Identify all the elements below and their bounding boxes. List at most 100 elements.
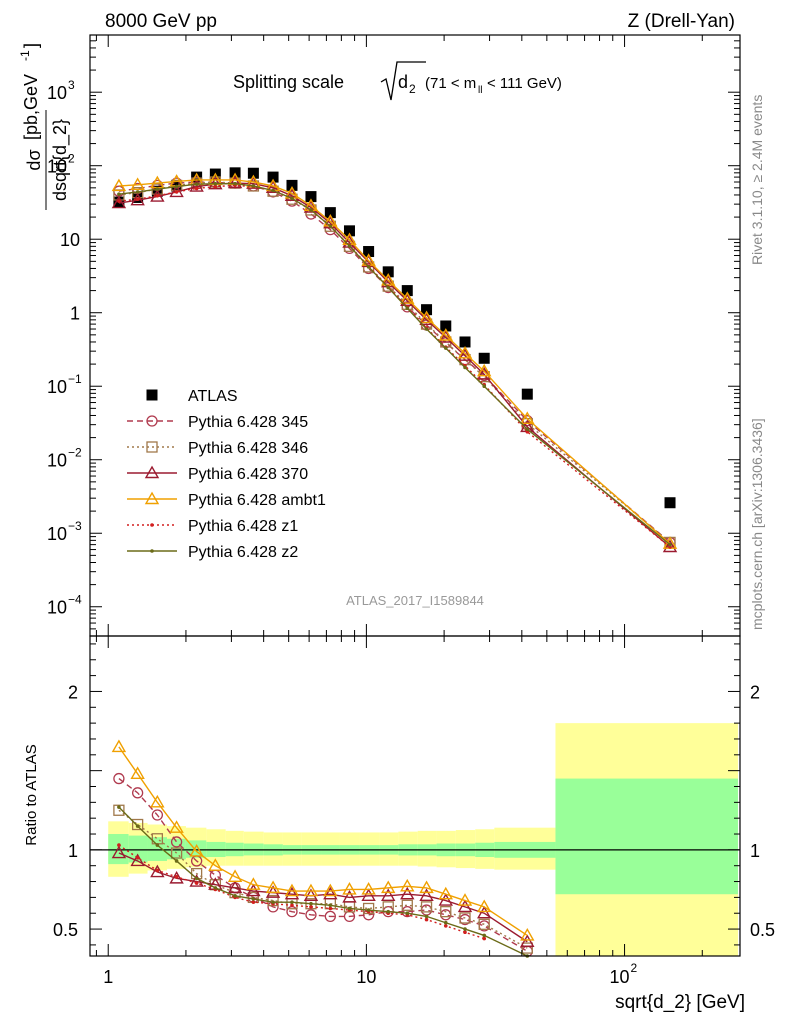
- data-point: [135, 855, 140, 860]
- y-tick-base: 1: [70, 304, 80, 324]
- title-sqrt-d: d: [398, 72, 408, 92]
- data-point: [405, 306, 410, 311]
- y-label-numerator: dσ: [24, 149, 44, 170]
- series-line: [118, 182, 671, 548]
- series-line: [118, 181, 671, 543]
- y-tick-base: 10: [47, 598, 67, 618]
- data-point: [271, 188, 275, 193]
- data-point: [525, 429, 530, 434]
- ratio-y-tick-label: 2: [68, 682, 78, 702]
- y-tick-label: 10 3: [47, 78, 75, 103]
- data-point: [170, 847, 183, 859]
- data-point: [131, 818, 144, 831]
- data-point: [150, 864, 165, 878]
- data-point: [525, 427, 530, 432]
- legend-marker: [150, 549, 154, 553]
- data-point: [265, 880, 281, 894]
- data-point: [424, 327, 429, 331]
- legend: ATLAS Pythia 6.428 345 Pythia 6.428 346 Pyt…: [127, 388, 326, 561]
- data-point: [251, 900, 256, 904]
- data-point: [151, 809, 164, 821]
- x-axis-label: sqrt{d_2} [GeV]: [615, 992, 745, 1013]
- y-tick-label: 10 −4: [47, 593, 82, 618]
- data-point: [342, 882, 357, 895]
- data-point: [174, 190, 179, 194]
- data-point: [309, 208, 313, 212]
- data-point: [309, 905, 313, 909]
- y-tick-base: 10: [47, 157, 67, 177]
- data-point: [303, 200, 319, 213]
- y-tick-exponent: −2: [68, 446, 82, 460]
- ratio-y-tick-label-right: 1: [750, 841, 760, 861]
- data-point: [342, 889, 357, 903]
- data-point: [362, 902, 375, 915]
- data-point: [478, 918, 490, 930]
- data-point: [457, 893, 473, 906]
- data-point: [117, 199, 121, 203]
- legend-item: Pythia 6.428 370: [127, 465, 308, 483]
- svg-text:dσ: dσ: [24, 149, 44, 170]
- data-point: [520, 411, 535, 425]
- title-range-end: < 111 GeV): [487, 75, 562, 92]
- y-tick-label: 10 2: [47, 152, 75, 177]
- stat-band-segment: [147, 837, 168, 861]
- data-point: [438, 893, 453, 906]
- data-point: [267, 894, 279, 907]
- data-point: [113, 804, 125, 816]
- data-point: [194, 881, 199, 885]
- data-point: [213, 184, 218, 189]
- x-tick-base: 1: [103, 967, 113, 987]
- legend-marker: [144, 491, 160, 505]
- ratio-y-axis-label: Ratio to ATLAS: [23, 744, 40, 845]
- mcplots-source-label: mcplots.cern.ch [arXiv:1306.3436]: [749, 418, 765, 630]
- y-tick-label: 10 −1: [47, 372, 82, 397]
- data-point: [155, 187, 160, 191]
- data-point: [271, 900, 275, 904]
- data-point: [438, 886, 453, 900]
- ratio-y-tick-label: 1: [68, 841, 78, 861]
- data-point: [227, 869, 243, 882]
- data-point: [213, 181, 218, 186]
- data-point: [438, 330, 453, 343]
- data-point: [189, 844, 204, 857]
- svg-text:dsqrt{d_2}: dsqrt{d_2}: [50, 119, 71, 201]
- title-range: (71 < m: [425, 75, 476, 92]
- data-point: [155, 868, 160, 873]
- data-point: [520, 927, 535, 941]
- data-point: [520, 934, 535, 947]
- legend-item: Pythia 6.428 z2: [127, 544, 298, 561]
- series-pythia-6-428-ambt1: [111, 739, 535, 941]
- data-point: [284, 883, 300, 897]
- y-tick-exponent: −4: [68, 593, 82, 607]
- data-point: [521, 388, 533, 400]
- data-point: [130, 177, 145, 190]
- data-point: [233, 181, 237, 186]
- y-label-unit-group: [pb,GeV -1]: [18, 43, 41, 140]
- x-tick-base: 10: [356, 967, 376, 987]
- data-point: [664, 497, 676, 509]
- data-point: [246, 877, 261, 890]
- data-point: [668, 542, 672, 547]
- data-point: [457, 899, 473, 913]
- data-point: [169, 870, 184, 884]
- data-point: [155, 193, 160, 198]
- data-point: [662, 539, 678, 553]
- data-point: [324, 207, 336, 219]
- data-point: [420, 901, 433, 913]
- main-title: Splitting scale d 2 (71 < m ll < 111 GeV): [233, 61, 562, 101]
- data-point: [361, 882, 376, 895]
- data-point: [194, 186, 199, 191]
- legend-label: Pythia 6.428 370: [188, 466, 308, 483]
- legend-item: Pythia 6.428 345: [127, 414, 308, 431]
- data-point: [443, 920, 448, 925]
- title-text: Splitting scale: [233, 72, 344, 92]
- data-point: [419, 880, 434, 894]
- data-point: [174, 184, 179, 189]
- data-point: [457, 348, 473, 361]
- data-point: [419, 888, 434, 902]
- rivet-version-label: Rivet 3.1.10, ≥ 2.4M events: [749, 95, 765, 265]
- series-line: [118, 778, 528, 952]
- y-tick-base: 10: [47, 451, 67, 471]
- data-point: [401, 285, 413, 297]
